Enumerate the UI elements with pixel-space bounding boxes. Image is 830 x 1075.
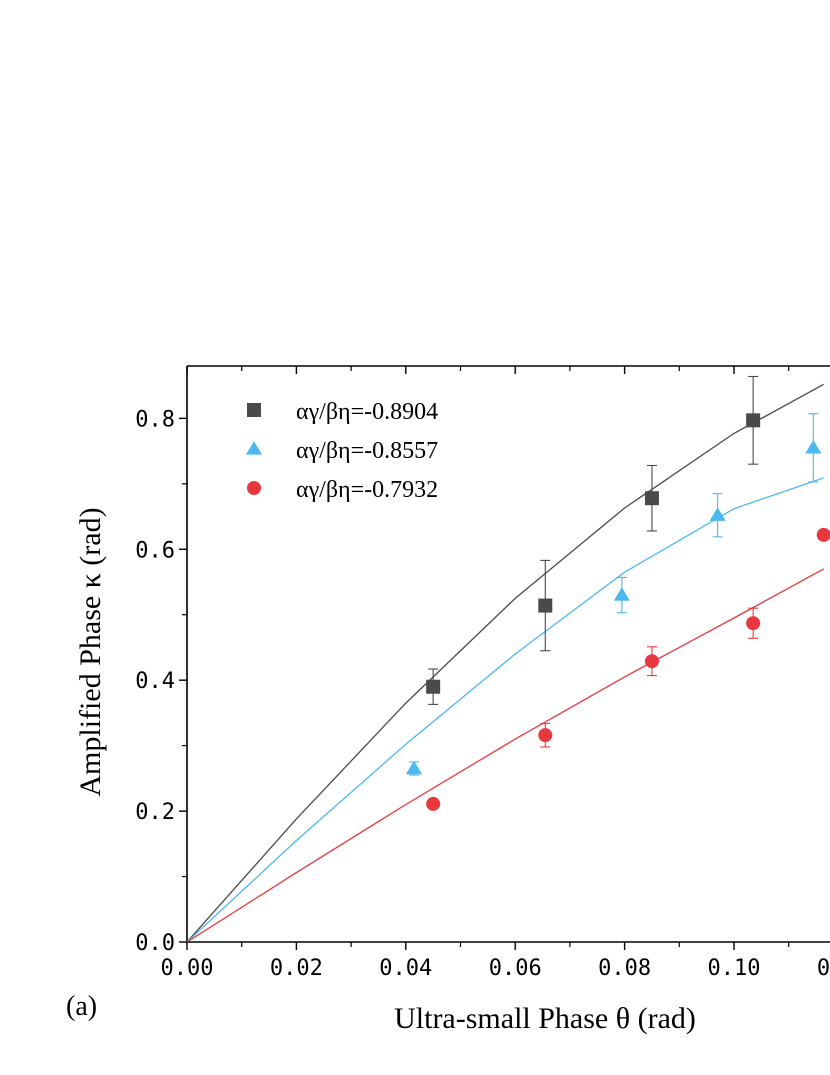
data-point-series-2: [805, 440, 822, 454]
x-tick-label: 0.08: [598, 956, 651, 981]
y-axis-ticks: 0.0 0.2 0.4 0.6 0.8: [135, 407, 187, 956]
x-tick-label: 0.04: [379, 956, 432, 981]
fit-lines: [187, 383, 825, 942]
fit-line-series-3: [187, 568, 825, 942]
fit-line-series-2: [187, 477, 824, 942]
y-tick-label: 0.8: [135, 407, 175, 432]
axis-line: [186, 365, 830, 943]
data-point-series-2: [405, 760, 423, 775]
data-point-series-3: [538, 728, 553, 743]
legend-marker-3: [247, 481, 261, 495]
error-bars: [409, 375, 819, 776]
data-point-series-2: [709, 507, 726, 521]
y-tick-label: 0.6: [135, 538, 175, 563]
data-point-series-3: [816, 527, 830, 542]
data-markers: [405, 413, 830, 811]
data-point-series-3: [644, 654, 659, 669]
legend-label-3: αγ/βη=-0.7932: [296, 477, 438, 503]
x-axis-title: Ultra-small Phase θ (rad): [394, 1002, 696, 1035]
y-tick-label: 0.2: [135, 800, 175, 825]
legend-marker-2: [245, 441, 263, 455]
legend-marker-1: [247, 403, 261, 417]
data-point-series-3: [426, 796, 441, 811]
legend-label-2: αγ/βη=-0.8557: [296, 438, 438, 464]
legend: αγ/βη=-0.8904 αγ/βη=-0.8557 αγ/βη=-0.7932: [245, 399, 438, 503]
data-point-series-2: [613, 587, 630, 601]
fit-line-series-1: [187, 383, 825, 942]
x-tick-label: 0.02: [270, 956, 323, 981]
data-point-series-3: [746, 616, 761, 631]
plot-frame: [186, 365, 830, 943]
y-axis-title: Amplified Phase κ (rad): [74, 507, 107, 796]
x-axis-ticks: 0.00 0.02 0.04 0.06 0.08 0.10 0.12: [161, 366, 830, 981]
data-point-series-1: [644, 491, 659, 506]
panel-label: (a): [66, 991, 97, 1022]
data-point-series-1: [746, 413, 761, 428]
data-point-series-1: [426, 679, 441, 694]
y-tick-label: 0.4: [135, 669, 175, 694]
data-point-series-1: [538, 598, 553, 613]
legend-label-1: αγ/βη=-0.8904: [296, 399, 438, 425]
x-tick-label: 0.12: [817, 956, 830, 981]
y-tick-label: 0.0: [135, 931, 175, 956]
x-tick-label: 0.10: [708, 956, 761, 981]
x-tick-label: 0.00: [161, 956, 214, 981]
x-tick-label: 0.06: [489, 956, 542, 981]
